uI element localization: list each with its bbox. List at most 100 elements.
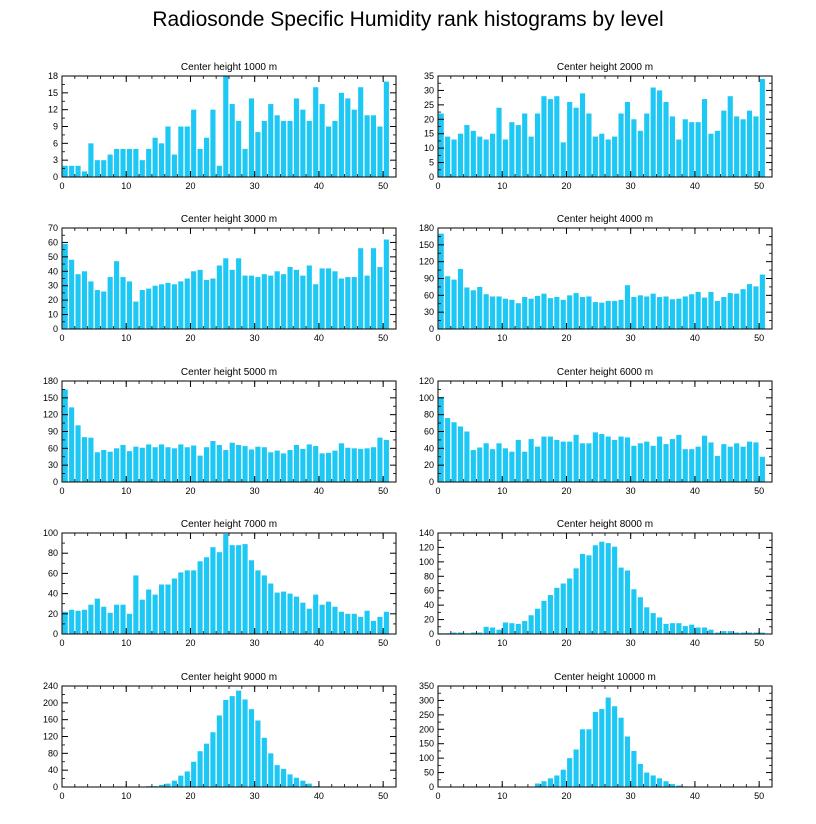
bar: [261, 447, 267, 482]
bar: [184, 278, 190, 329]
y-tick-label: 40: [48, 765, 58, 775]
bar: [325, 126, 332, 177]
y-tick-label: 0: [429, 477, 434, 487]
bar: [351, 613, 357, 634]
x-tick-label: 40: [314, 333, 324, 343]
bar: [69, 609, 75, 634]
bar: [663, 444, 669, 483]
bar: [165, 783, 171, 787]
y-tick-label: 20: [424, 460, 434, 470]
bar: [75, 610, 81, 634]
y-tick-label: 0: [429, 324, 434, 334]
bar: [567, 441, 573, 482]
x-tick-label: 0: [59, 638, 64, 648]
bar: [338, 92, 344, 177]
bar: [631, 119, 637, 177]
bar: [120, 444, 126, 482]
x-tick-label: 0: [435, 791, 440, 801]
bar: [573, 107, 579, 177]
x-tick-label: 30: [626, 181, 636, 191]
bar: [370, 115, 377, 177]
bar: [126, 281, 133, 329]
bar: [325, 601, 332, 634]
bar: [319, 604, 325, 634]
x-tick-label: 30: [626, 638, 636, 648]
bar: [268, 275, 274, 329]
bar: [496, 296, 502, 329]
bar: [483, 443, 489, 482]
y-tick-label: 30: [424, 307, 434, 317]
bar: [727, 293, 733, 329]
bar: [599, 434, 605, 482]
x-tick-label: 0: [59, 486, 64, 496]
bar: [281, 591, 287, 634]
y-tick-label: 80: [424, 410, 434, 420]
y-tick-label: 0: [53, 477, 58, 487]
bar: [133, 575, 139, 634]
bar: [560, 583, 566, 634]
bar: [734, 116, 740, 177]
y-tick-label: 250: [419, 710, 434, 720]
bar: [178, 281, 184, 329]
bar: [618, 436, 624, 482]
bar: [139, 290, 145, 329]
bar: [644, 441, 650, 482]
bar: [669, 299, 676, 329]
bar: [107, 612, 113, 634]
panel-title: Center height 6000 m: [557, 367, 653, 378]
bar: [223, 534, 229, 634]
bar: [75, 425, 81, 482]
bar: [586, 443, 592, 482]
bar: [746, 632, 753, 634]
bar: [293, 444, 300, 482]
x-tick-label: 40: [690, 333, 700, 343]
y-tick-label: 180: [43, 376, 58, 386]
bar: [714, 300, 720, 329]
bar: [457, 632, 464, 634]
bar: [714, 632, 720, 634]
bar: [325, 452, 332, 482]
y-tick-label: 18: [48, 71, 58, 81]
bar: [451, 422, 457, 482]
bar: [184, 447, 190, 482]
bar: [522, 621, 528, 634]
bar: [676, 623, 682, 634]
bar: [541, 600, 547, 634]
bar: [332, 271, 338, 329]
bar: [81, 171, 88, 177]
x-tick-label: 50: [378, 181, 388, 191]
y-tick-label: 15: [424, 129, 434, 139]
bar: [210, 732, 216, 787]
panel-2: Center height 2000 m 0 10 20 30 40 50 0 5 10 15 20 2…: [424, 62, 773, 191]
bar: [126, 148, 133, 177]
bar: [759, 78, 765, 177]
bar: [624, 101, 631, 177]
bar: [210, 547, 216, 634]
y-tick-label: 30: [424, 85, 434, 95]
y-tick-label: 180: [419, 223, 434, 233]
bar: [644, 113, 650, 177]
bar: [759, 274, 765, 329]
bar: [345, 613, 351, 634]
x-tick-label: 10: [497, 486, 507, 496]
bar: [721, 444, 727, 483]
bar: [509, 451, 515, 482]
bar: [753, 442, 759, 482]
y-tick-label: 60: [424, 586, 434, 596]
bar: [287, 266, 293, 329]
x-tick-label: 10: [497, 638, 507, 648]
bar: [631, 750, 637, 787]
bar: [605, 436, 611, 482]
x-tick-label: 10: [121, 333, 131, 343]
bar: [470, 290, 476, 329]
y-tick-label: 0: [53, 324, 58, 334]
bar: [383, 239, 389, 329]
y-tick-label: 0: [429, 172, 434, 182]
bar: [191, 445, 197, 482]
bar: [618, 113, 624, 177]
bar: [695, 446, 701, 482]
bar: [203, 743, 210, 787]
bar: [721, 297, 727, 329]
bar: [554, 96, 560, 177]
bar: [319, 453, 325, 482]
